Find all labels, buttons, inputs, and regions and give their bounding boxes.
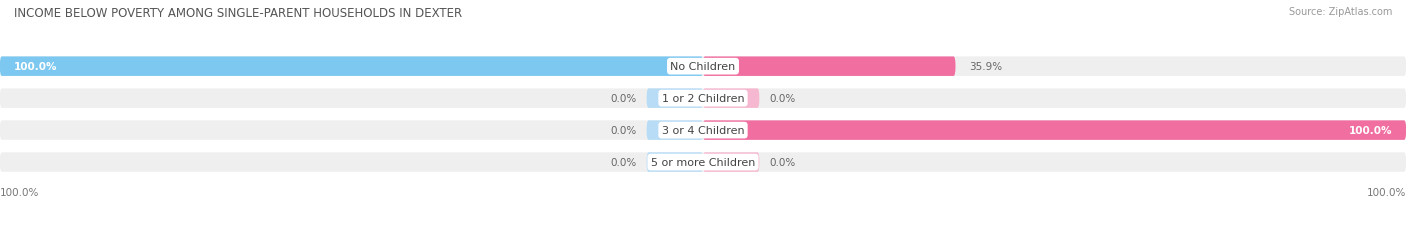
FancyBboxPatch shape	[703, 121, 1406, 140]
Text: 0.0%: 0.0%	[770, 94, 796, 104]
Text: 0.0%: 0.0%	[610, 94, 637, 104]
FancyBboxPatch shape	[703, 153, 759, 172]
Text: 100.0%: 100.0%	[14, 62, 58, 72]
FancyBboxPatch shape	[647, 89, 703, 108]
FancyBboxPatch shape	[0, 57, 703, 77]
Text: 0.0%: 0.0%	[610, 126, 637, 136]
Text: No Children: No Children	[671, 62, 735, 72]
Text: 100.0%: 100.0%	[0, 187, 39, 197]
Text: INCOME BELOW POVERTY AMONG SINGLE-PARENT HOUSEHOLDS IN DEXTER: INCOME BELOW POVERTY AMONG SINGLE-PARENT…	[14, 7, 463, 20]
Text: 5 or more Children: 5 or more Children	[651, 157, 755, 167]
FancyBboxPatch shape	[0, 57, 1406, 77]
Text: 100.0%: 100.0%	[1367, 187, 1406, 197]
Text: 0.0%: 0.0%	[770, 157, 796, 167]
Text: 0.0%: 0.0%	[610, 157, 637, 167]
Text: 3 or 4 Children: 3 or 4 Children	[662, 126, 744, 136]
FancyBboxPatch shape	[703, 57, 956, 77]
Text: 100.0%: 100.0%	[1348, 126, 1392, 136]
FancyBboxPatch shape	[0, 89, 1406, 108]
FancyBboxPatch shape	[703, 89, 759, 108]
FancyBboxPatch shape	[0, 121, 1406, 140]
Text: 1 or 2 Children: 1 or 2 Children	[662, 94, 744, 104]
Text: Source: ZipAtlas.com: Source: ZipAtlas.com	[1288, 7, 1392, 17]
FancyBboxPatch shape	[0, 153, 1406, 172]
Text: 35.9%: 35.9%	[970, 62, 1002, 72]
FancyBboxPatch shape	[647, 153, 703, 172]
FancyBboxPatch shape	[647, 121, 703, 140]
